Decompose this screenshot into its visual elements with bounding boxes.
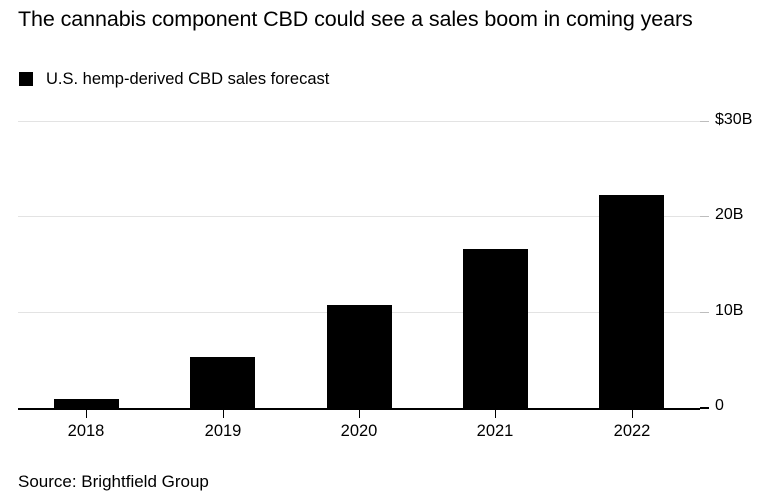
y-axis: 0 10B 20B $30B: [700, 111, 771, 414]
source-caption: Source: Brightfield Group: [18, 472, 209, 491]
x-axis-tick-mark: [632, 410, 633, 418]
y-axis-tick-mark: [700, 311, 709, 313]
plot-area: [18, 118, 700, 410]
gridline: [18, 216, 700, 218]
bar-2019[interactable]: [190, 357, 255, 408]
bar-2018[interactable]: [54, 399, 119, 408]
x-axis-tick-label: 2020: [340, 422, 378, 440]
page-title: The cannabis component CBD could see a s…: [18, 7, 693, 31]
bar-2021[interactable]: [463, 249, 528, 408]
x-axis-tick-label: 2018: [67, 422, 105, 440]
x-axis: 2018 2019 2020 2021 2022: [18, 410, 700, 450]
x-axis-tick-mark: [495, 410, 496, 418]
bar-2022[interactable]: [599, 195, 664, 408]
legend-item-label: U.S. hemp-derived CBD sales forecast: [46, 70, 330, 88]
x-axis-tick-label: 2022: [613, 422, 651, 440]
y-axis-tick-mark: [700, 407, 709, 409]
square-swatch-icon: [19, 72, 33, 86]
x-axis-tick-label: 2021: [476, 422, 514, 440]
x-axis-tick-label: 2019: [204, 422, 242, 440]
y-axis-tick-label: $30B: [715, 111, 753, 128]
y-axis-tick-mark: [700, 121, 709, 122]
bar-series: [18, 118, 700, 410]
x-axis-tick-mark: [223, 410, 224, 418]
x-axis-tick-mark: [359, 410, 360, 418]
gridline: [18, 121, 700, 122]
y-axis-tick-label: 20B: [715, 206, 744, 224]
x-axis-line: [18, 408, 700, 410]
y-axis-tick-mark: [700, 216, 709, 218]
chart-legend: U.S. hemp-derived CBD sales forecast: [19, 70, 329, 88]
y-axis-tick-label: 0: [715, 397, 724, 414]
bar-2020[interactable]: [327, 305, 392, 408]
y-axis-tick-label: 10B: [715, 301, 744, 319]
x-axis-tick-mark: [86, 410, 87, 418]
